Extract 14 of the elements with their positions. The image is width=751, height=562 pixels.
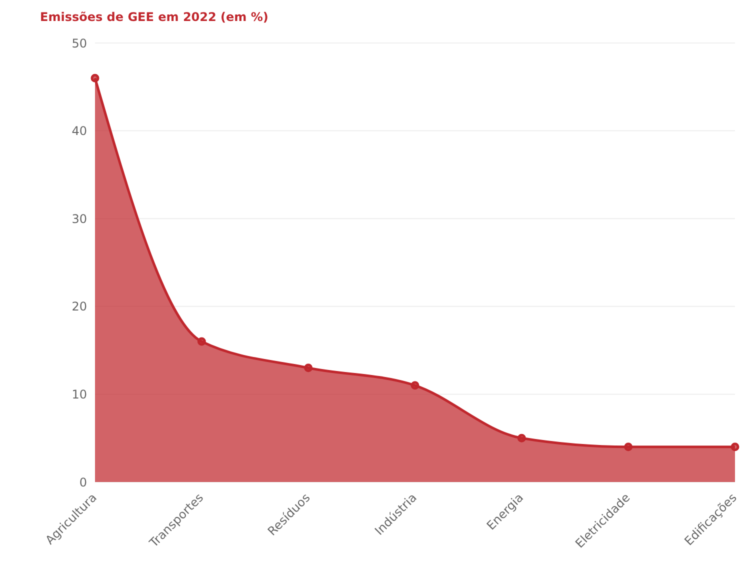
point (517, 434, 526, 442)
y-tick-label: 10 (72, 387, 87, 402)
y-tick-label: 50 (72, 36, 87, 50)
chart-title: Emissões de GEE em 2022 (em %) (40, 10, 268, 24)
point (730, 442, 740, 452)
point (410, 381, 420, 390)
y-tick-label: 20 (72, 300, 87, 314)
point (304, 364, 313, 372)
point (90, 74, 100, 82)
point (197, 337, 206, 346)
y-tick-label: 40 (72, 124, 87, 138)
point (624, 442, 633, 452)
y-tick-label: 30 (72, 212, 87, 226)
y-tick-label: 0 (79, 475, 87, 490)
